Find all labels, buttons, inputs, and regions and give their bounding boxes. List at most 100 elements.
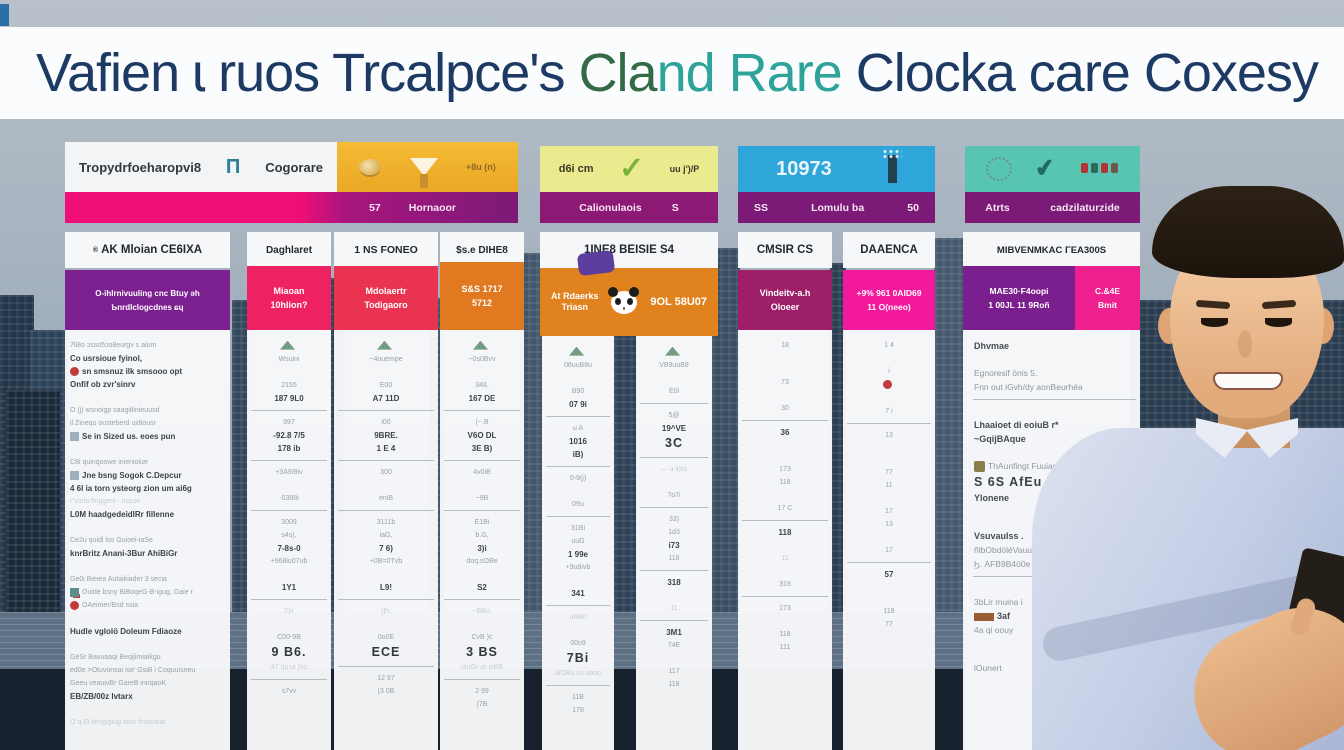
bar-label: S <box>671 201 679 214</box>
cell-row: sn smsnuz ilk smsooo opt <box>70 366 225 377</box>
header-bar-1: 57 Hornaoor <box>65 192 518 223</box>
cell-row: ~BBn. <box>472 608 492 615</box>
cell-row: 11B <box>572 694 584 701</box>
row-divider <box>973 399 1136 400</box>
cell-row: L9! <box>380 583 392 592</box>
cell-row: 178 ib <box>277 444 301 453</box>
cell-row: 17 <box>885 547 893 554</box>
row-spacer <box>843 493 935 504</box>
cell-row: Ϧ. AFB9B4ö0e <box>974 559 1031 570</box>
header-label: d6i cm <box>558 163 594 175</box>
cell-row: 36 <box>780 428 790 437</box>
cell-row: 300 <box>380 469 392 476</box>
cell-row: 0o0E <box>377 634 395 641</box>
cell-row: GëSr Bavuaaqi Beqijimiaikgu <box>70 654 161 661</box>
row-divider <box>251 679 327 680</box>
up-green-icon <box>569 346 584 356</box>
row-spacer <box>969 638 1140 649</box>
cell-row: 57 <box>884 570 894 579</box>
row-spacer <box>843 443 935 454</box>
cell-row <box>252 340 326 352</box>
cell-row: Se in Sized us. eoes pun <box>70 431 225 442</box>
cell-row: ~9B <box>475 495 489 502</box>
dot-red-icon <box>70 367 79 377</box>
row-spacer <box>738 616 832 627</box>
cell-row: 18 <box>781 342 789 349</box>
bar-label: 50 <box>907 201 919 214</box>
check-icon: ✓ <box>619 152 645 185</box>
row-divider <box>338 410 434 411</box>
row-spacer <box>440 367 524 378</box>
header-label: uu j')/P <box>669 164 700 174</box>
cell-row: -92.8 7/5 <box>273 431 305 440</box>
row-spacer <box>843 582 935 593</box>
row-spacer <box>843 393 935 404</box>
header-number: 10973 <box>776 157 832 180</box>
cell-row: ThAunfingt Fuuiae <box>974 460 1135 473</box>
cell-row: )]h. <box>380 608 392 615</box>
cell-row: -0388i <box>279 495 299 502</box>
cell-row: 7-8s-0 <box>277 544 301 553</box>
cell-row: E0i <box>668 388 680 395</box>
cell-row: 3 BS <box>466 645 498 659</box>
pills-icon <box>1078 160 1119 178</box>
row-spacer <box>65 561 230 572</box>
cell-row: E1Bi <box>474 519 490 526</box>
column-header-6: CMSIR CS <box>738 232 832 268</box>
cell-row: iaG, <box>379 532 393 539</box>
cell-row: 17 <box>885 508 893 515</box>
subheader-2: Miaoan 10hlion? <box>247 266 331 330</box>
row-spacer <box>738 490 832 501</box>
cell-row: s7vv <box>281 688 297 695</box>
tower-icon <box>881 149 902 183</box>
cell-row: uiOBs us uooo <box>555 670 601 677</box>
column-header-8: MIBVENMKAC ΓEA300S <box>963 232 1140 268</box>
cell-row: 9BRE. <box>374 431 398 440</box>
cell-row: Fnn out iGvh/dy aonBeurhéa <box>974 382 1083 392</box>
cell-row: 173 <box>779 605 791 612</box>
row-divider <box>640 403 708 404</box>
header-bar-4: Atrts cadzilaturzide <box>965 192 1140 223</box>
cell-row: O q.Ei iiengigiug itani firstivaiar <box>70 719 166 726</box>
cell-row: 1016 <box>569 437 587 446</box>
column-body-3: ~4ouempe E00 A7 11D i00 9BRE. 1 E 4 300 eniB 311… <box>334 330 438 750</box>
row-divider <box>640 620 708 621</box>
row-spacer <box>969 583 1140 594</box>
cell-row: Ouide bsny BiBoqeG-B-igug, Gaie r <box>70 587 225 598</box>
cell-row: iB) <box>572 450 584 459</box>
dot-red-icon <box>70 600 79 610</box>
cell-row: (~,B <box>475 419 489 426</box>
row-spacer <box>542 373 614 384</box>
subheader-5-right: 9OL 58U07 <box>650 295 707 308</box>
building-silhouette <box>1130 300 1344 750</box>
cell-row: EB/ZB/00z lvtarx <box>70 692 133 701</box>
column-body-7: 18 73 30 36 173 118 17 C 118 11 318 173 118 111 <box>738 330 832 750</box>
row-spacer <box>636 590 712 601</box>
row-divider <box>546 605 610 606</box>
row-spacer <box>440 619 524 630</box>
edge-artifact <box>0 4 9 26</box>
header-group-2: d6i cm ✓ uu j')/P <box>540 146 718 192</box>
cell-row: 7o7i <box>667 492 681 499</box>
cell-row: 4 6l ia torn ysteorg zion um ai6g <box>70 484 192 493</box>
bar-number: 57 <box>369 201 381 214</box>
cell-row: r'Viela finggeni - inisue <box>70 498 141 505</box>
sq-olive-icon <box>974 461 985 473</box>
bar-label: Hornaoor <box>408 201 456 214</box>
cell-row: (3 0B <box>377 688 395 695</box>
cell-row: Ylonene <box>974 493 1010 504</box>
cell-row: 1Y1 <box>281 583 297 592</box>
row-divider <box>338 510 434 511</box>
cell-row <box>339 340 433 352</box>
cell-row: 187 9L0 <box>274 394 304 403</box>
cell-row: S 6S AfEu Γ· <box>974 475 1061 490</box>
subheader-6: Vindeitv-a.h Oloeer <box>738 270 832 330</box>
row-spacer <box>542 486 614 497</box>
row-spacer <box>738 390 832 401</box>
cell-row: 5@ <box>668 412 680 419</box>
cell-row: 118 <box>883 608 895 615</box>
cell-row: 111 <box>779 644 791 651</box>
cell-row: s4s), <box>281 532 297 539</box>
cell-row <box>641 346 707 358</box>
header-bar-2: Calionulaois S <box>540 192 718 223</box>
